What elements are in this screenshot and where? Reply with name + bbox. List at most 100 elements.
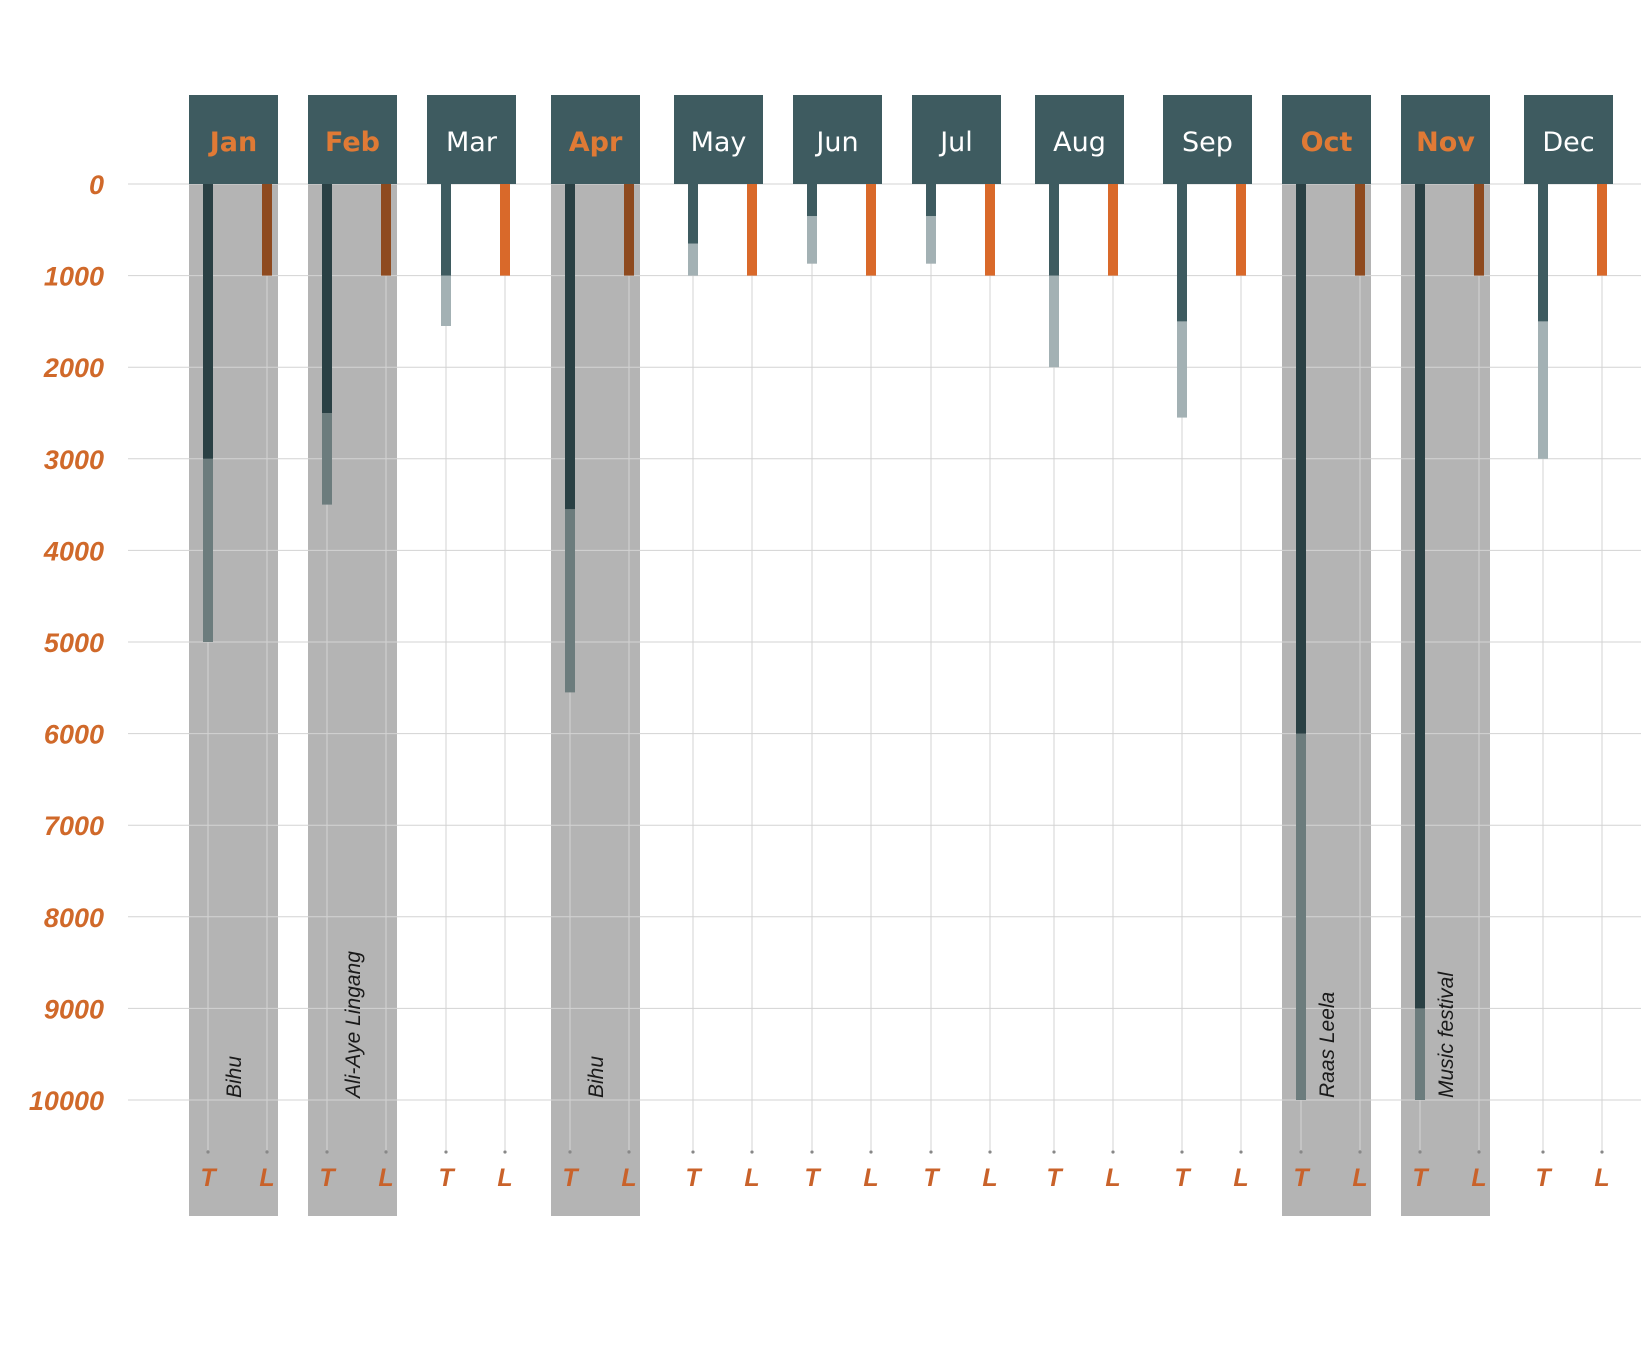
festival-label-nov: Music festival [1435,971,1458,1098]
bar-L-jun [866,184,876,276]
bar-label-T-apr: T [562,1164,580,1192]
month-header-aug [1035,95,1124,184]
bar-L-sep [1236,184,1246,276]
bar-label-L-apr: L [621,1164,636,1192]
month-label-mar: Mar [446,127,498,158]
bar-T-may [688,184,698,244]
bar-T-range-jul [926,216,936,264]
bar-T-range-dec [1538,321,1548,459]
bar-label-T-may: T [685,1164,703,1192]
bar-T-range-feb [322,413,332,505]
bar-label-L-jan: L [259,1164,274,1192]
bar-label-T-nov: T [1412,1164,1430,1192]
bar-label-L-mar: L [497,1164,512,1192]
bar-L-feb [381,184,391,276]
tick-dot-T-apr [568,1150,572,1154]
bar-T-range-nov [1415,1008,1425,1100]
bar-label-T-jul: T [923,1164,941,1192]
bar-label-T-aug: T [1046,1164,1064,1192]
month-label-sep: Sep [1182,127,1233,158]
bar-T-jan [203,184,213,459]
month-header-jul [912,95,1001,184]
bar-L-may [747,184,757,276]
month-label-may: May [691,127,747,158]
y-tick-label-7000: 7000 [44,811,104,841]
bar-label-L-jul: L [982,1164,997,1192]
tick-dot-T-sep [1180,1150,1184,1154]
bar-L-oct [1355,184,1365,276]
month-header-sep [1163,95,1252,184]
tick-dot-T-feb [325,1150,329,1154]
bar-T-jun [807,184,817,217]
tick-dot-L-jan [265,1150,269,1154]
bar-T-nov [1415,184,1425,1009]
month-label-apr: Apr [569,127,623,158]
month-label-aug: Aug [1053,127,1106,158]
month-header-jun [793,95,882,184]
bar-T-sep [1177,184,1187,322]
bar-T-range-oct [1296,733,1306,1100]
month-label-jul: Jul [938,127,973,158]
tick-dot-T-nov [1418,1150,1422,1154]
tick-dot-T-jan [206,1150,210,1154]
bar-T-range-sep [1177,321,1187,418]
y-tick-label-9000: 9000 [44,994,104,1024]
bar-T-range-mar [441,275,451,326]
tick-dot-L-aug [1111,1150,1115,1154]
bar-L-aug [1108,184,1118,276]
bar-T-range-jun [807,216,817,264]
tick-dot-T-oct [1299,1150,1303,1154]
tick-dot-T-may [691,1150,695,1154]
bar-label-L-oct: L [1352,1164,1367,1192]
y-tick-label-10000: 10000 [29,1086,104,1116]
month-header-may [674,95,763,184]
bar-T-dec [1538,184,1548,322]
y-tick-label-5000: 5000 [44,628,104,658]
y-tick-label-3000: 3000 [44,445,104,475]
bar-label-T-dec: T [1535,1164,1553,1192]
y-tick-label-0: 0 [89,170,104,200]
month-label-oct: Oct [1301,127,1353,158]
bar-T-mar [441,184,451,276]
y-tick-label-4000: 4000 [43,536,104,566]
month-label-nov: Nov [1416,127,1475,158]
bar-L-apr [624,184,634,276]
month-label-dec: Dec [1542,127,1594,158]
bar-L-dec [1597,184,1607,276]
bar-label-T-feb: T [319,1164,337,1192]
tick-dot-T-jul [929,1150,933,1154]
y-tick-label-8000: 8000 [44,903,104,933]
bar-T-oct [1296,184,1306,734]
tick-dot-L-dec [1600,1150,1604,1154]
month-header-jan [189,95,278,184]
bar-label-L-sep: L [1233,1164,1248,1192]
bar-T-range-aug [1049,275,1059,368]
tick-dot-L-apr [627,1150,631,1154]
bar-T-jul [926,184,936,217]
festival-label-apr: Bihu [585,1056,608,1098]
y-tick-label-6000: 6000 [44,720,104,750]
tick-dot-T-mar [444,1150,448,1154]
bar-T-range-jan [203,458,213,642]
tick-dot-L-jun [869,1150,873,1154]
tick-dot-L-jul [988,1150,992,1154]
bar-label-T-sep: T [1174,1164,1192,1192]
tick-dot-L-sep [1239,1150,1243,1154]
tick-dot-T-jun [810,1150,814,1154]
month-label-jun: Jun [814,127,858,158]
month-header-oct [1282,95,1371,184]
bar-L-jan [262,184,272,276]
tick-dot-L-may [750,1150,754,1154]
festival-label-feb: Ali-Aye Lingang [342,951,365,1100]
bar-T-apr [565,184,575,510]
tick-dot-L-nov [1477,1150,1481,1154]
bar-label-L-may: L [744,1164,759,1192]
festival-label-oct: Raas Leela [1316,992,1339,1098]
bar-L-nov [1474,184,1484,276]
y-tick-label-2000: 2000 [43,353,104,383]
bar-label-L-dec: L [1594,1164,1609,1192]
bar-label-L-feb: L [378,1164,393,1192]
tick-dot-L-feb [384,1150,388,1154]
month-header-apr [551,95,640,184]
